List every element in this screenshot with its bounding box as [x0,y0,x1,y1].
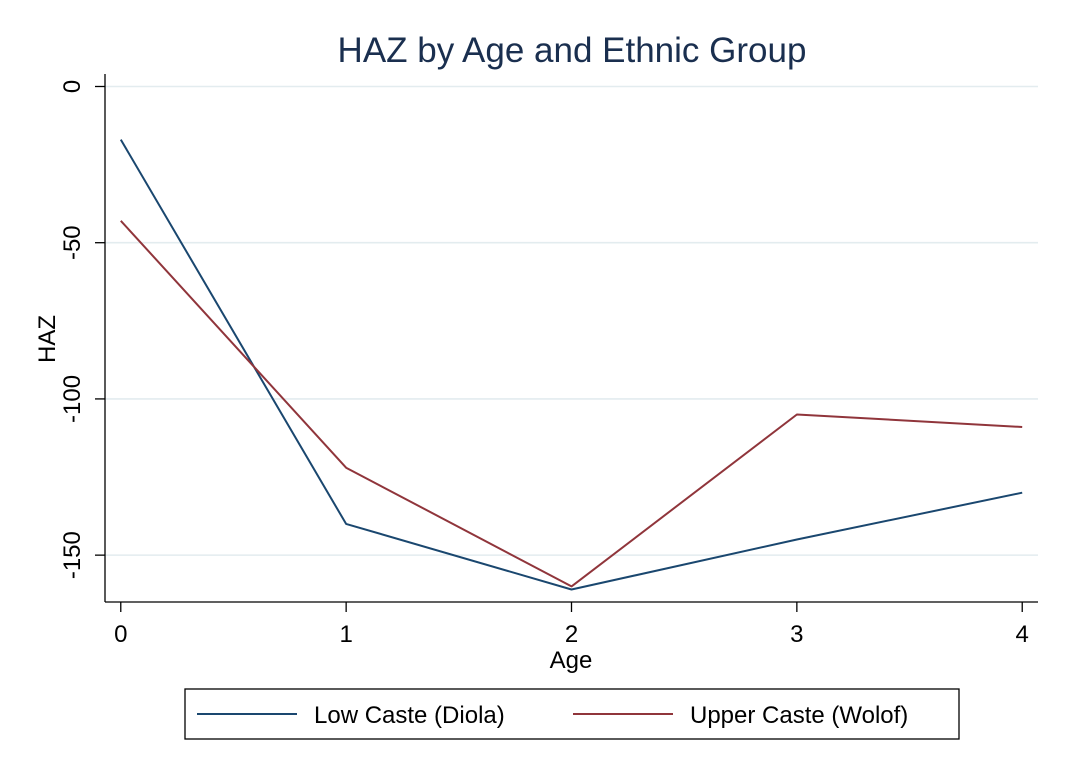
y-axis-title: HAZ [34,315,61,363]
y-tick-label: -50 [59,225,86,260]
x-tick-label: 2 [565,621,578,648]
x-axis-ticks: 0 1 2 3 4 [114,602,1029,648]
y-axis-ticks: 0 -50 -100 -150 [59,80,105,579]
gridlines [105,85,1038,556]
legend-label-2: Upper Caste (Wolof) [690,702,908,729]
series-lines [119,139,1023,591]
legend-label-1: Low Caste (Diola) [314,702,505,729]
legend: Low Caste (Diola) Upper Caste (Wolof) [184,688,960,740]
x-tick-label: 3 [790,621,803,648]
y-tick-label: -100 [59,375,86,423]
x-tick-label: 4 [1016,621,1029,648]
y-tick-label: -150 [59,531,86,579]
series-line-1 [119,139,1023,591]
x-tick-label: 0 [114,621,127,648]
series-line-2 [120,220,1023,588]
x-axis-title: Age [550,647,593,674]
y-tick-label: 0 [59,80,86,93]
x-tick-label: 1 [339,621,352,648]
legend-box [184,688,960,740]
chart-title: HAZ by Age and Ethnic Group [338,31,807,70]
